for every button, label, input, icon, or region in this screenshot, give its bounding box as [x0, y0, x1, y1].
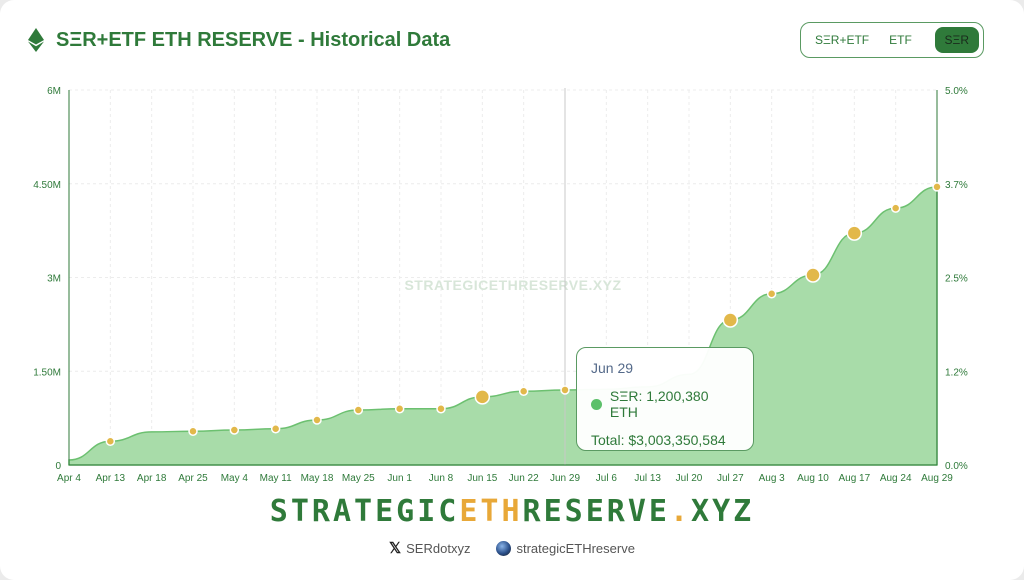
x-tick-label: Jul 6 [596, 473, 618, 484]
x-tick-label: May 25 [342, 473, 375, 484]
data-point [436, 404, 446, 414]
ethereum-icon [28, 28, 44, 52]
x-tick-label: Aug 24 [880, 473, 912, 484]
series-toggle: SΞR+ETF ETF SΞR [800, 22, 984, 58]
x-tick-label: Jun 22 [509, 473, 539, 484]
x-tick-label: Apr 18 [137, 473, 167, 484]
y-tick-label: 6M [47, 86, 61, 97]
x-icon: 𝕏 [389, 540, 402, 557]
website-link[interactable]: strategicETHreserve [496, 539, 635, 557]
x-tick-label: Apr 25 [178, 473, 208, 484]
x-tick-label: Jul 13 [634, 473, 661, 484]
x-tick-label: Aug 29 [921, 473, 953, 484]
toggle-etf[interactable]: ETF [879, 27, 922, 53]
y2-tick-label: 0.0% [945, 461, 968, 472]
x-tick-label: Jun 15 [467, 473, 497, 484]
x-tick-label: Apr 13 [96, 473, 126, 484]
brand-eth: ETH [459, 494, 523, 529]
tooltip-total: Total: $3,003,350,584 [591, 432, 726, 448]
data-point [312, 415, 322, 425]
brand-part: XYZ [691, 494, 755, 529]
y2-tick-label: 2.5% [945, 274, 968, 285]
x-tick-label: Aug 3 [759, 473, 786, 484]
brand-logo: STRATEGICETHRESERVE.XYZ [0, 494, 1024, 529]
x-tick-label: Jun 1 [387, 473, 412, 484]
data-point [229, 425, 240, 435]
brand-part: RESERVE [522, 494, 670, 529]
data-point [353, 405, 364, 415]
x-tick-label: May 4 [221, 473, 249, 484]
globe-icon [496, 540, 512, 556]
x-tick-label: Aug 17 [838, 473, 870, 484]
data-point [890, 203, 901, 213]
data-point [105, 436, 116, 446]
data-point [722, 312, 739, 328]
data-point [805, 267, 821, 283]
x-tick-label: Jun 29 [550, 473, 580, 484]
toggle-ser-etf[interactable]: SΞR+ETF [805, 27, 879, 53]
tooltip-series-value: SΞR: 1,200,380 ETH [609, 388, 709, 420]
x-tick-label: Jun 8 [429, 473, 454, 484]
y-tick-label: 0 [55, 461, 61, 472]
twitter-link[interactable]: 𝕏 SERdotxyz [389, 539, 470, 557]
brand-part: STRATEGIC [269, 494, 460, 529]
y2-tick-label: 3.7% [945, 180, 968, 191]
data-point [846, 225, 863, 241]
x-tick-label: Jul 20 [676, 473, 703, 484]
brand-dot: . [669, 494, 692, 529]
data-point [270, 424, 281, 434]
data-point [766, 289, 777, 299]
y-tick-label: 3M [47, 274, 61, 285]
x-tick-label: May 18 [301, 473, 334, 484]
y-tick-label: 1.50M [33, 367, 61, 378]
data-point [560, 385, 570, 395]
series-area-ser [68, 186, 938, 466]
x-tick-label: Apr 4 [57, 473, 81, 484]
data-point [932, 182, 942, 192]
y-tick-label: 4.50M [33, 180, 61, 191]
data-point [518, 386, 529, 396]
header: SΞR+ETF ETH RESERVE - Historical Data [28, 28, 450, 52]
series-dot [591, 398, 602, 410]
website-name: strategicETHreserve [516, 540, 635, 556]
socials: 𝕏 SERdotxyz strategicETHreserve [0, 539, 1024, 557]
data-point [474, 389, 491, 405]
toggle-ser[interactable]: SΞR [934, 27, 979, 53]
tooltip-date: Jun 29 [591, 360, 634, 376]
data-point [188, 426, 198, 436]
y2-tick-label: 5.0% [945, 86, 968, 97]
data-point [394, 404, 405, 414]
x-tick-label: Aug 10 [797, 473, 829, 484]
twitter-handle: SERdotxyz [406, 540, 471, 556]
watermark: STRATEGICETHRESERVE.XYZ [404, 277, 621, 293]
y2-tick-label: 1.2% [945, 367, 968, 378]
chart: STRATEGICETHRESERVE.XYZ 0 0.0% 1.50M 1.2% 3M… [33, 86, 968, 484]
x-tick-label: Jul 27 [717, 473, 744, 484]
page-title: SΞR+ETF ETH RESERVE - Historical Data [56, 28, 451, 51]
tooltip: Jun 29 SΞR: 1,200,380 ETH Total: $3,003,… [576, 347, 754, 451]
x-tick-label: May 11 [260, 473, 292, 484]
